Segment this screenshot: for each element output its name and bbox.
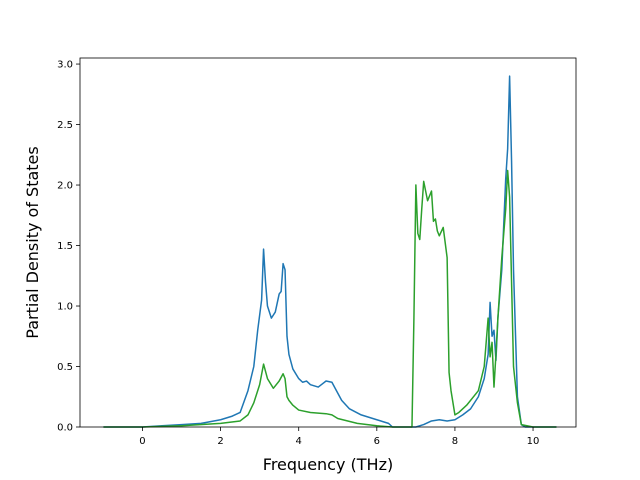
x-axis-label: Frequency (THz) [263,455,393,474]
y-tick-label: 1.5 [57,241,73,252]
x-tick-label: 6 [374,436,380,447]
plot-frame [79,57,577,428]
y-tick-label: 1.0 [57,302,73,313]
plot-lines [103,75,557,428]
y-tick-label: 0.5 [57,362,73,373]
x-tick-label: 10 [527,436,540,447]
x-tick-label: 0 [139,436,145,447]
x-tick-label: 4 [296,436,302,447]
y-tick-label: 2.5 [57,120,73,131]
series-line-2 [103,169,557,428]
y-tick-label: 2.0 [57,181,73,192]
y-axis-label: Partial Density of States [23,146,42,338]
x-tick-label: 8 [452,436,458,447]
y-tick-label: 0.0 [57,423,73,434]
x-axis-ticks: 0 2 4 6 8 10 [139,427,539,447]
y-axis-ticks: 0.0 0.5 1.0 1.5 2.0 2.5 3.0 [57,60,80,434]
y-tick-label: 3.0 [57,60,73,71]
x-tick-label: 2 [217,436,223,447]
